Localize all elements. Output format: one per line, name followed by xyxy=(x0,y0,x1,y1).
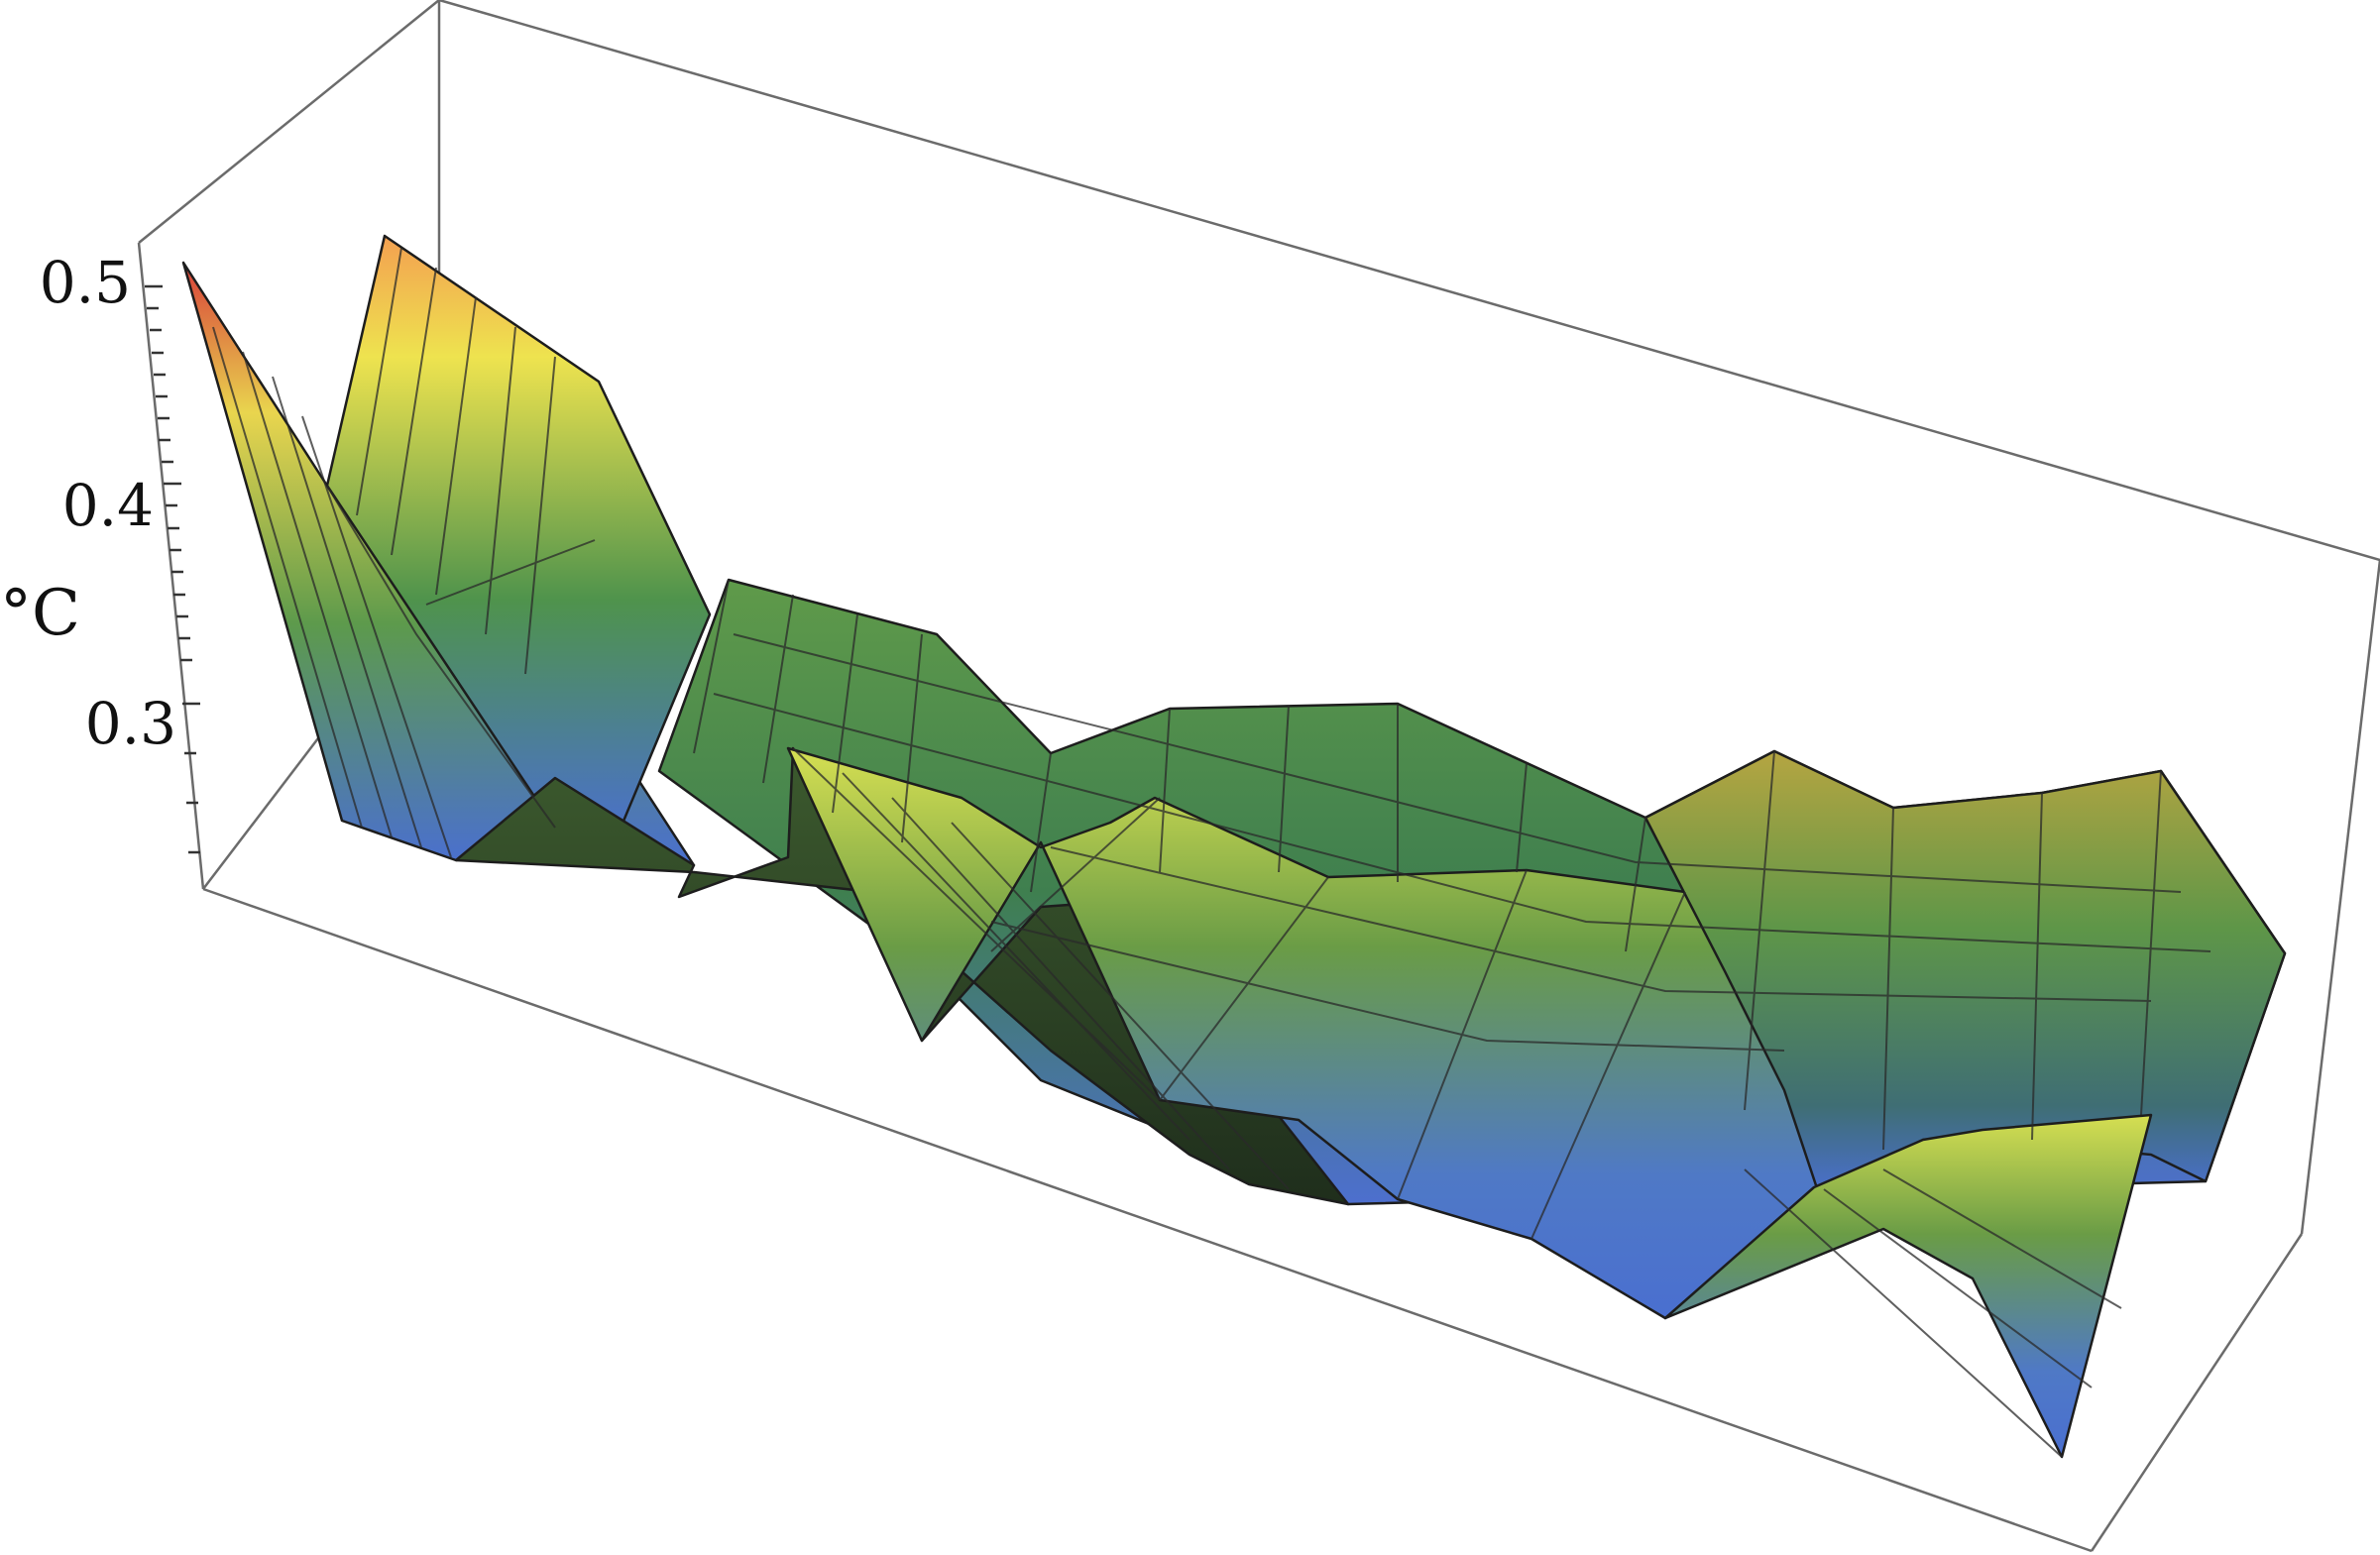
surface-patch xyxy=(1663,1113,2153,1459)
plot-box xyxy=(137,0,2380,1553)
surface-patch xyxy=(1643,749,2287,1196)
z-tick-label: 0.4 xyxy=(62,472,154,539)
surface-mesh xyxy=(181,234,2287,1459)
z-axis-label: °C xyxy=(0,577,80,650)
z-axis xyxy=(145,284,200,854)
z-tick-label: 0.5 xyxy=(40,249,131,316)
z-tick-label: 0.3 xyxy=(85,690,176,757)
mesh-lines xyxy=(212,247,2211,1458)
